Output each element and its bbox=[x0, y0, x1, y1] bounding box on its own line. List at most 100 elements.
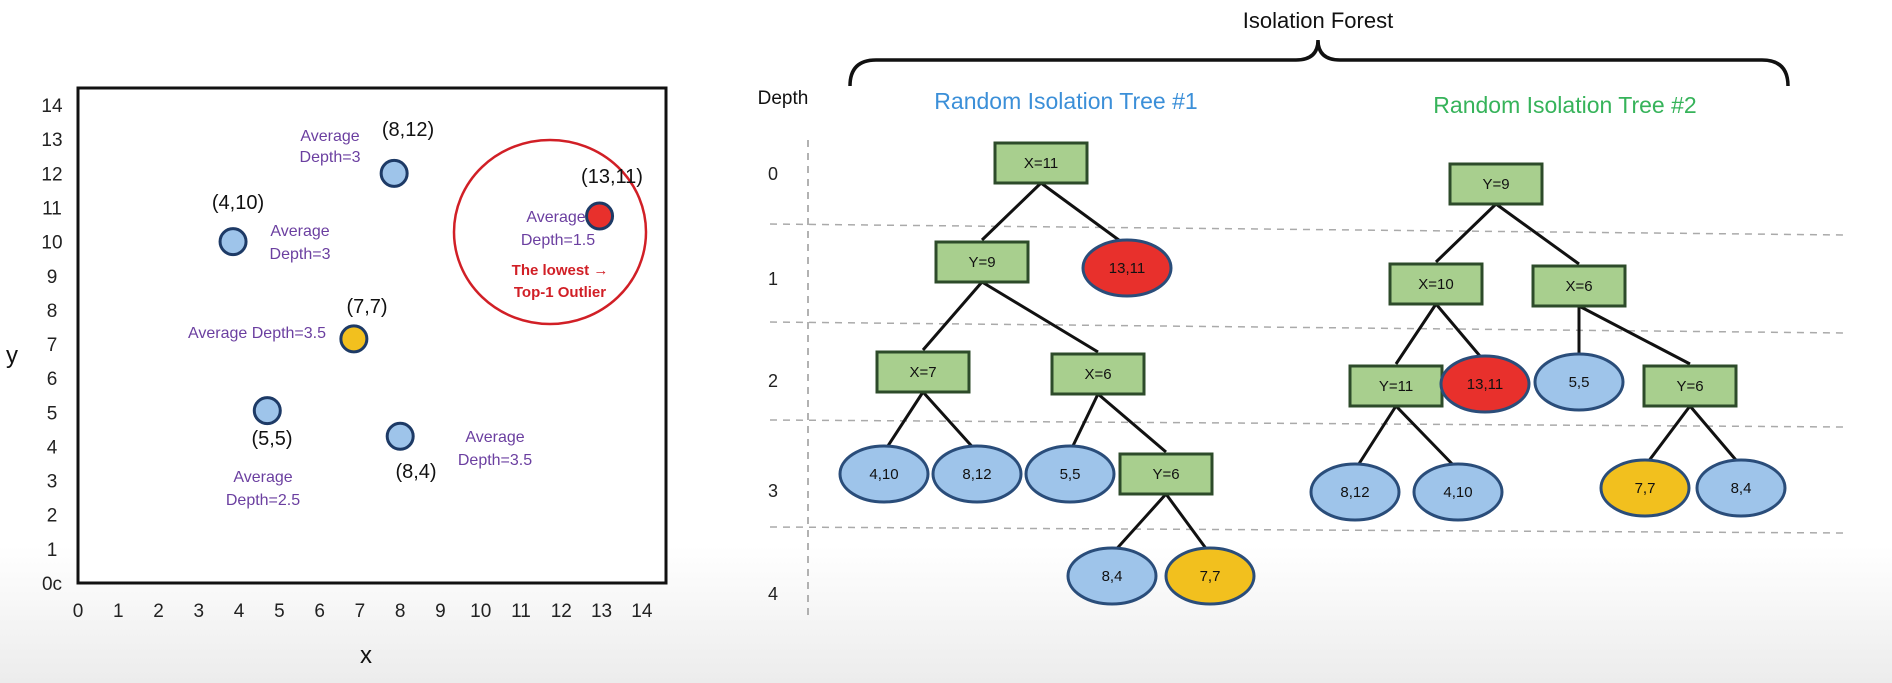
split-node bbox=[1531, 264, 1627, 308]
y-tick-label: 6 bbox=[47, 369, 58, 390]
x-axis-ticks: 0 1 2 3 4 5 6 7 8 9 10 11 12 13 14 bbox=[73, 601, 653, 622]
leaf-node bbox=[1066, 546, 1158, 606]
node-label: 8,4 bbox=[1731, 480, 1752, 497]
outlier-note-line2: Top-1 Outlier bbox=[514, 284, 606, 301]
plot-frame bbox=[76, 86, 668, 585]
point-label-5-5: (5,5) bbox=[251, 428, 292, 450]
point-label-7-7: (7,7) bbox=[346, 296, 387, 318]
node-label: 13,11 bbox=[1109, 260, 1145, 277]
annotation-13-11-line2: Depth=1.5 bbox=[521, 232, 595, 249]
split-node bbox=[1448, 162, 1544, 206]
y-tick-label: 5 bbox=[47, 403, 58, 424]
x-tick-label: 1 bbox=[113, 601, 124, 622]
node-label: 4,10 bbox=[869, 466, 898, 483]
data-points bbox=[218, 158, 615, 451]
tree-edge bbox=[1495, 202, 1580, 266]
tree-edge bbox=[1068, 393, 1100, 453]
y-tick-label: 9 bbox=[47, 267, 58, 288]
leaf-node bbox=[838, 444, 930, 504]
y-tick-label: 8 bbox=[47, 301, 58, 322]
data-point bbox=[585, 201, 615, 231]
x-tick-label: 8 bbox=[395, 601, 406, 622]
depth-separator-2-3 bbox=[769, 419, 1846, 428]
depth-header: Depth bbox=[758, 88, 809, 109]
scatter-plot: 0 1 2 3 4 5 6 7 8 9 10 11 12 13 14 0c12345678910111213… bbox=[6, 86, 668, 669]
depth-label: 1 bbox=[768, 269, 778, 289]
outlier-highlight-circle bbox=[452, 138, 648, 326]
y-tick-label: 2 bbox=[47, 506, 58, 527]
tree1-title: Random Isolation Tree #1 bbox=[934, 88, 1197, 114]
y-tick-label: 10 bbox=[41, 233, 62, 254]
y-tick-label: 1 bbox=[47, 540, 58, 561]
y-tick-label: 12 bbox=[41, 164, 62, 185]
annotation-8-4-line1: Average bbox=[465, 429, 524, 446]
leaf-node bbox=[1164, 546, 1256, 606]
annotation-8-12-line1: Average bbox=[300, 128, 359, 145]
split-node bbox=[934, 240, 1030, 284]
depth-label: 4 bbox=[768, 584, 778, 604]
x-tick-label: 9 bbox=[435, 601, 446, 622]
tree-edge bbox=[1394, 303, 1438, 365]
leaf-node bbox=[1081, 238, 1173, 298]
forest-title: Isolation Forest bbox=[1243, 8, 1393, 33]
leaf-node bbox=[931, 444, 1023, 504]
annotation-8-12-line2: Depth=3 bbox=[300, 149, 361, 166]
node-label: 4,10 bbox=[1443, 484, 1472, 501]
tree-edge bbox=[1110, 492, 1168, 556]
x-tick-label: 13 bbox=[591, 601, 612, 622]
y-tick-label: 11 bbox=[42, 198, 62, 219]
split-node bbox=[1050, 352, 1146, 396]
tree-edge bbox=[882, 391, 925, 453]
random-isolation-tree-2: Y=9 X=10 X=6 Y=11 13,11 5,5 Y=6 8,12 4,10 7,7 8,4 bbox=[1309, 162, 1787, 522]
outlier-note-line1: The lowest → bbox=[512, 262, 609, 279]
node-label: Y=11 bbox=[1379, 378, 1413, 395]
node-label: 5,5 bbox=[1060, 466, 1081, 483]
data-point bbox=[385, 421, 415, 451]
node-label: 8,12 bbox=[1340, 484, 1369, 501]
data-point bbox=[252, 396, 282, 426]
node-label: X=10 bbox=[1418, 276, 1453, 293]
depth-separator-0-1 bbox=[769, 223, 1846, 236]
split-node bbox=[1388, 262, 1484, 306]
node-label: 7,7 bbox=[1200, 568, 1221, 585]
data-point bbox=[218, 227, 248, 257]
point-label-13-11: (13,11) bbox=[581, 166, 643, 188]
y-tick-label: 13 bbox=[41, 130, 62, 151]
tree2-title: Random Isolation Tree #2 bbox=[1433, 92, 1696, 118]
leaf-node bbox=[1533, 352, 1625, 412]
split-node bbox=[875, 350, 971, 394]
node-label: X=11 bbox=[1024, 155, 1058, 172]
tree-edge bbox=[1097, 392, 1167, 454]
point-label-4-10: (4,10) bbox=[212, 192, 264, 214]
node-label: 13,11 bbox=[1467, 376, 1503, 393]
node-label: Y=6 bbox=[1152, 466, 1179, 483]
split-node bbox=[993, 141, 1089, 185]
point-label-8-4: (8,4) bbox=[395, 461, 436, 483]
x-tick-label: 4 bbox=[234, 601, 245, 622]
tree-edge bbox=[1688, 405, 1743, 467]
x-tick-label: 6 bbox=[314, 601, 325, 622]
annotation-5-5-line1: Average bbox=[233, 469, 292, 486]
leaf-node bbox=[1024, 444, 1116, 504]
point-label-8-12: (8,12) bbox=[382, 119, 434, 141]
leaf-node bbox=[1599, 458, 1691, 518]
x-axis-label: x bbox=[360, 642, 372, 669]
node-label: 7,7 bbox=[1635, 480, 1656, 497]
node-label: X=6 bbox=[1565, 278, 1592, 295]
annotation-4-10-line1: Average bbox=[270, 223, 329, 240]
annotation-7-7: Average Depth=3.5 bbox=[188, 325, 326, 342]
depth-label: 3 bbox=[768, 481, 778, 501]
isolation-forest: Isolation Forest Depth Random Isolation … bbox=[758, 8, 1846, 620]
y-tick-label: 3 bbox=[47, 472, 58, 493]
node-label: 5,5 bbox=[1569, 374, 1590, 391]
x-tick-label: 11 bbox=[511, 601, 531, 622]
leaf-node bbox=[1439, 354, 1531, 414]
forest-brace bbox=[848, 39, 1790, 87]
annotation-13-11-line1: Average bbox=[526, 209, 585, 226]
depth-separator-3-4 bbox=[769, 526, 1846, 534]
tree-edge bbox=[1643, 405, 1692, 467]
node-label: 8,4 bbox=[1102, 568, 1123, 585]
tree-edge bbox=[921, 390, 979, 454]
split-node bbox=[1118, 452, 1214, 496]
